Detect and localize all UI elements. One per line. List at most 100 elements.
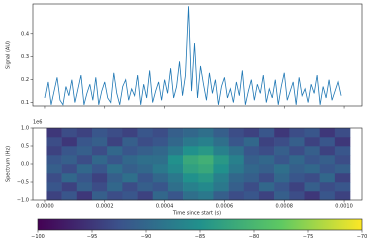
spectrogram-cell (258, 155, 275, 165)
spectrogram-cell (228, 137, 245, 147)
spectrogram-cell (304, 164, 320, 174)
y-tick-label: 0.2 (21, 77, 29, 83)
colorbar-tick-label: −75 (303, 234, 314, 240)
spectrogram-cell (137, 128, 154, 138)
spectrogram-cell (243, 137, 260, 147)
spectrogram-cell (274, 173, 290, 183)
spectrogram-cell (274, 137, 290, 147)
spectrogram-cell (167, 155, 184, 165)
x-tick-label: 0.0006 (216, 204, 234, 210)
spectrogram-cell (243, 191, 260, 201)
spectrogram-cell (61, 164, 78, 174)
spectrogram-cell (91, 173, 108, 183)
spectrogram-cell (213, 182, 229, 192)
spectrogram-cell (76, 128, 93, 138)
spectrogram-cell (258, 164, 275, 174)
spectrogram-cell (46, 164, 62, 174)
spectrogram-cell (228, 146, 245, 156)
spectrogram-cell (243, 182, 260, 192)
y-tick-label: 0.0 (21, 162, 29, 168)
x-axis-label: Time since start (s) (172, 211, 221, 217)
spectrogram-cell (213, 191, 229, 201)
spectrogram-cell (319, 173, 336, 183)
spectrogram-cell (198, 164, 214, 174)
spectrogram-cell (258, 191, 275, 201)
spectrogram-cell (76, 137, 93, 147)
spectrogram-cell (137, 173, 154, 183)
spectrogram-cell (107, 191, 123, 201)
spectrogram-cell (334, 173, 351, 183)
spectrogram-cell (289, 128, 305, 138)
spectrogram-cell (243, 128, 260, 138)
spectrogram-cell (152, 173, 169, 183)
spectrogram-cell (61, 137, 78, 147)
y-axis-label: Spectrum (Hz) (6, 146, 12, 182)
spectrogram-cell (334, 137, 351, 147)
spectrogram-cell (183, 137, 199, 147)
spectrogram-cell (122, 146, 138, 156)
spectrogram-cell (183, 146, 199, 156)
spectrogram-cell (76, 164, 93, 174)
spectrogram-cell (46, 173, 62, 183)
spectrogram-cell (304, 191, 320, 201)
colorbar-tick-label: −80 (249, 234, 260, 240)
colorbar-tick-label: −95 (87, 234, 98, 240)
spectrogram-cell (304, 173, 320, 183)
spectrogram-cell (213, 128, 229, 138)
spectrogram-cell (258, 173, 275, 183)
spectrogram-cell (137, 146, 154, 156)
spectrogram-cell (137, 155, 154, 165)
spectrogram-cell (289, 191, 305, 201)
spectrogram-cell (183, 155, 199, 165)
spectrogram-cell (228, 173, 245, 183)
spectrogram-cell (274, 182, 290, 192)
spectrogram-cell (122, 182, 138, 192)
spectrogram-cell (152, 164, 169, 174)
spectrogram-cell (152, 128, 169, 138)
spectrogram-cell (46, 155, 62, 165)
spectrogram-cell (243, 155, 260, 165)
spectrogram-cell (167, 137, 184, 147)
spectrogram-cell (183, 164, 199, 174)
x-tick-label: 0.0002 (96, 204, 114, 210)
spectrogram-cell (198, 146, 214, 156)
spectrogram-cell (274, 155, 290, 165)
colorbar-tick-label: −85 (195, 234, 206, 240)
spectrogram-cell (91, 146, 108, 156)
y-tick-label: 0.5 (21, 144, 29, 150)
spectrogram-cell (152, 155, 169, 165)
spectrogram-cell (213, 164, 229, 174)
spectrogram-cell (213, 146, 229, 156)
x-tick-label: 0.0010 (335, 204, 353, 210)
spectrogram-cell (334, 191, 351, 201)
spectrogram-cell (213, 173, 229, 183)
spectrogram-cell (319, 146, 336, 156)
spectrogram-cell (91, 191, 108, 201)
spectrogram-cell (243, 164, 260, 174)
spectrogram-cell (152, 146, 169, 156)
spectrogram-cell (183, 182, 199, 192)
spectrogram-cell (122, 191, 138, 201)
spectrogram-cell (76, 146, 93, 156)
spectrogram-cell (198, 173, 214, 183)
spectrogram-cell (152, 182, 169, 192)
spectrogram-cell (91, 164, 108, 174)
colorbar-tick-label: −70 (357, 234, 368, 240)
spectrogram-cell (228, 164, 245, 174)
spectrogram-cell (122, 173, 138, 183)
spectrogram-cell (46, 182, 62, 192)
spectrogram-cell (76, 155, 93, 165)
spectrogram-cell (107, 137, 123, 147)
spectrogram-cell (61, 155, 78, 165)
spectrogram-cell (167, 164, 184, 174)
spectrogram-cell (304, 182, 320, 192)
spectrogram-cell (137, 137, 154, 147)
spectrogram-cell (46, 191, 62, 201)
spectrogram-cell (304, 146, 320, 156)
spectrogram-cell (76, 182, 93, 192)
colorbar (38, 219, 362, 230)
spectrogram-cell (107, 173, 123, 183)
spectrogram-cell (258, 128, 275, 138)
spectrogram-cell (91, 137, 108, 147)
